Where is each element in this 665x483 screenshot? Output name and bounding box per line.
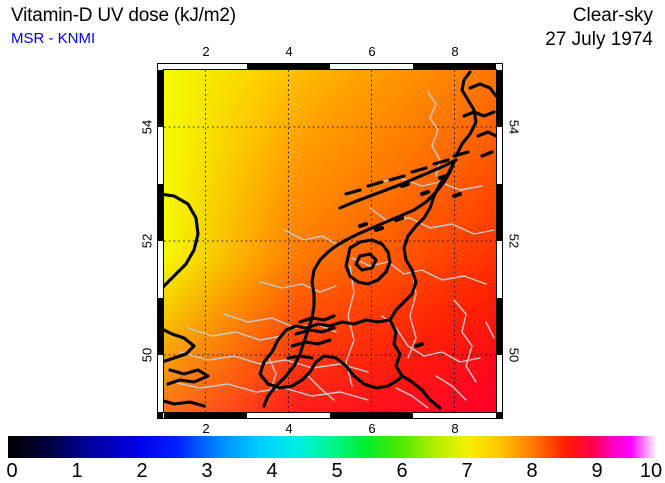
colorbar-tick-0: 0 <box>6 460 18 482</box>
colorbar-tick-8: 8 <box>526 460 538 482</box>
axis-label-left-52: 52 <box>139 233 155 249</box>
map-plot-area <box>164 70 496 412</box>
frame-tick-left-3 <box>158 298 163 355</box>
condition-label: Clear-sky <box>572 5 653 26</box>
colorbar-tick-9: 9 <box>591 460 603 482</box>
colorbar-tick-3: 3 <box>201 460 213 482</box>
axis-label-top-6: 6 <box>368 44 376 59</box>
frame-band-top <box>158 64 502 69</box>
frame-tick-left-4 <box>158 412 163 418</box>
frame-tick-top-3 <box>413 64 496 69</box>
frame-tick-left-1 <box>158 70 163 127</box>
colorbar-tick-4: 4 <box>266 460 278 482</box>
axis-label-right-54: 54 <box>506 119 522 135</box>
axis-label-left-50: 50 <box>139 347 155 363</box>
axis-label-left-54: 54 <box>139 119 155 135</box>
frame-band-left <box>158 64 163 418</box>
frame-tick-bottom-2 <box>330 413 413 418</box>
axis-label-top-8: 8 <box>451 44 459 59</box>
frame-tick-right-1 <box>497 70 502 127</box>
colorbar-tick-1: 1 <box>71 460 83 482</box>
axis-label-top-2: 2 <box>202 44 210 59</box>
frame-tick-right-3 <box>497 298 502 355</box>
map-panel <box>157 63 503 419</box>
frame-tick-bottom-1 <box>164 413 247 418</box>
frame-tick-right-2 <box>497 184 502 241</box>
page-title: Vitamin-D UV dose (kJ/m2) <box>11 5 236 26</box>
axis-label-bottom-8: 8 <box>451 421 459 436</box>
date-label: 27 July 1974 <box>545 29 653 50</box>
axis-label-right-52: 52 <box>506 233 522 249</box>
coastlines-and-borders <box>164 70 496 410</box>
axis-label-right-50: 50 <box>506 347 522 363</box>
colorbar-tick-5: 5 <box>331 460 343 482</box>
colorbar-tick-10: 10 <box>639 460 663 482</box>
colorbar-tick-2: 2 <box>136 460 148 482</box>
frame-tick-right-4 <box>497 412 502 418</box>
axis-label-bottom-2: 2 <box>202 421 210 436</box>
axis-label-bottom-6: 6 <box>368 421 376 436</box>
source-label: MSR - KNMI <box>11 30 96 47</box>
colorbar: 0 1 2 3 4 5 6 7 8 9 10 <box>0 432 665 482</box>
axis-label-bottom-4: 4 <box>285 421 293 436</box>
frame-tick-top-2 <box>247 64 330 69</box>
frame-band-right <box>497 64 502 418</box>
colorbar-tick-7: 7 <box>461 460 473 482</box>
map-geography-overlay <box>164 70 496 412</box>
frame-tick-left-2 <box>158 184 163 241</box>
colorbar-gradient <box>8 436 657 458</box>
colorbar-tick-6: 6 <box>396 460 408 482</box>
axis-label-top-4: 4 <box>285 44 293 59</box>
